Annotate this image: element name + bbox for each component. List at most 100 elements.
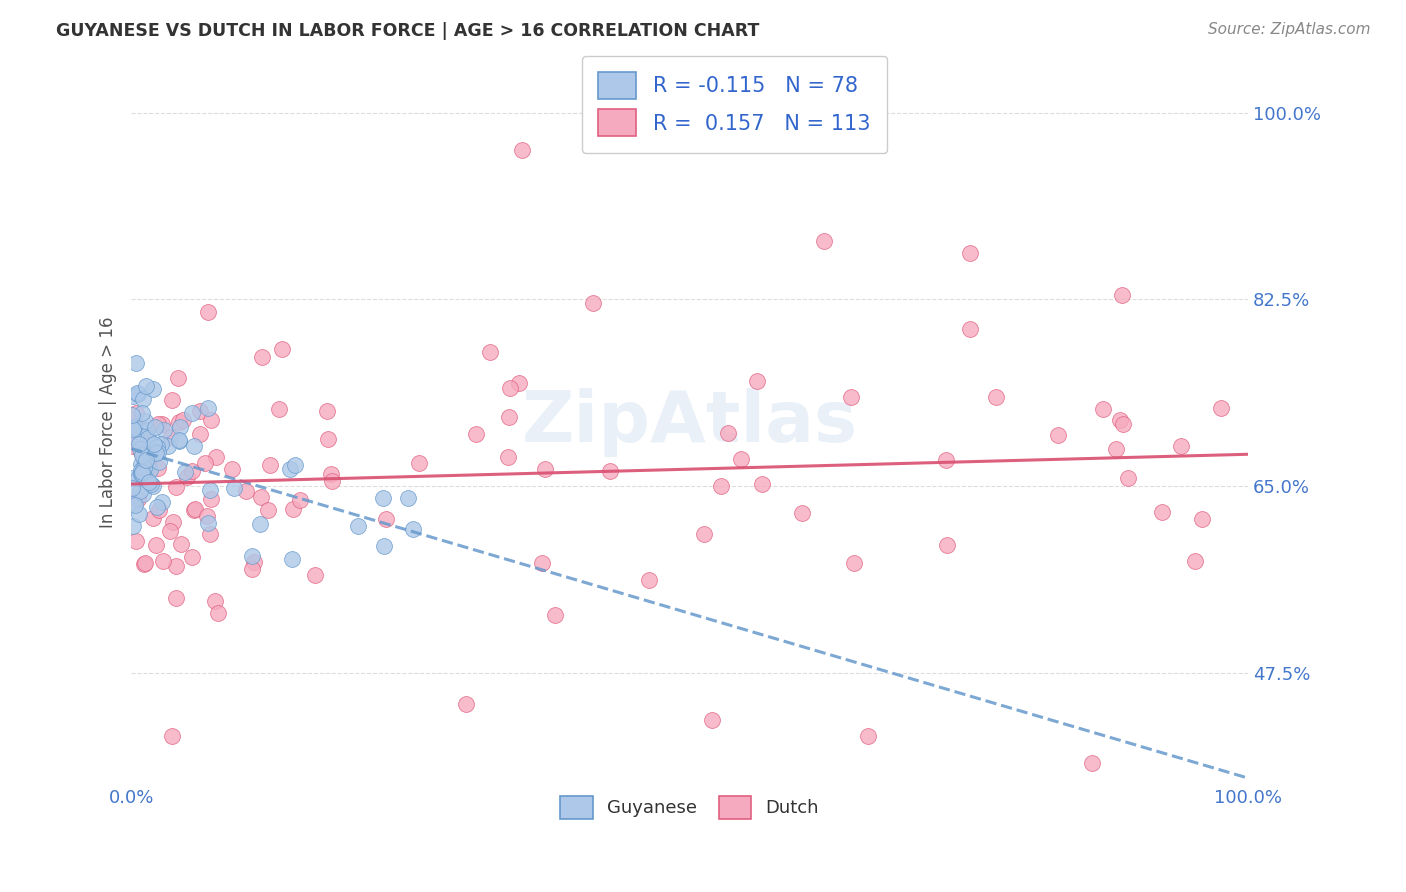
Point [174, 465, 197, 479]
Point [134, 556, 156, 570]
Point [121, 389, 143, 403]
Point [135, 453, 157, 467]
Point [371, 491, 394, 506]
Point [167, 371, 190, 385]
Point [842, 556, 865, 570]
Point [132, 392, 155, 406]
Point [250, 490, 273, 504]
Point [148, 455, 170, 469]
Point [148, 503, 170, 517]
Point [257, 503, 280, 517]
Point [204, 450, 226, 464]
Point [240, 549, 263, 563]
Point [122, 421, 145, 435]
Text: ZipAtlas: ZipAtlas [522, 387, 858, 457]
Point [160, 393, 183, 408]
Point [145, 446, 167, 460]
Point [127, 387, 149, 401]
Point [249, 517, 271, 532]
Point [146, 417, 169, 431]
Point [125, 356, 148, 370]
Point [121, 408, 143, 422]
Point [143, 436, 166, 450]
Point [284, 458, 307, 473]
Point [1191, 512, 1213, 526]
Point [172, 413, 194, 427]
Point [156, 439, 179, 453]
Point [321, 474, 343, 488]
Point [1091, 402, 1114, 417]
Point [129, 457, 152, 471]
Point [132, 461, 155, 475]
Point [134, 414, 156, 428]
Point [478, 344, 501, 359]
Point [638, 573, 661, 587]
Point [456, 698, 478, 712]
Point [1150, 505, 1173, 519]
Point [146, 440, 169, 454]
Point [122, 421, 145, 435]
Point [198, 527, 221, 541]
Point [131, 406, 153, 420]
Text: GUYANESE VS DUTCH IN LABOR FORCE | AGE > 16 CORRELATION CHART: GUYANESE VS DUTCH IN LABOR FORCE | AGE >… [56, 22, 759, 40]
Point [121, 519, 143, 533]
Point [146, 460, 169, 475]
Point [221, 462, 243, 476]
Point [278, 462, 301, 476]
Point [122, 420, 145, 434]
Point [730, 451, 752, 466]
Point [184, 502, 207, 516]
Point [375, 512, 398, 526]
Point [1209, 401, 1232, 416]
Point [936, 538, 959, 552]
Point [131, 465, 153, 479]
Point [129, 483, 152, 498]
Point [1170, 439, 1192, 453]
Point [195, 508, 218, 523]
Point [183, 502, 205, 516]
Point [751, 477, 773, 491]
Text: Source: ZipAtlas.com: Source: ZipAtlas.com [1208, 22, 1371, 37]
Point [243, 555, 266, 569]
Point [138, 475, 160, 490]
Point [180, 406, 202, 420]
Point [197, 304, 219, 318]
Point [1109, 413, 1132, 427]
Point [347, 519, 370, 533]
Point [839, 390, 862, 404]
Point [125, 386, 148, 401]
Point [127, 471, 149, 485]
Point [321, 467, 343, 482]
Point [145, 537, 167, 551]
Point [1105, 442, 1128, 456]
Point [129, 463, 152, 477]
Point [134, 445, 156, 459]
Point [132, 461, 155, 475]
Point [135, 423, 157, 437]
Point [581, 295, 603, 310]
Point [1080, 756, 1102, 771]
Point [134, 458, 156, 473]
Point [121, 471, 143, 485]
Point [717, 425, 740, 440]
Point [316, 403, 339, 417]
Point [160, 430, 183, 444]
Point [1047, 428, 1070, 442]
Point [402, 522, 425, 536]
Point [984, 390, 1007, 404]
Point [160, 730, 183, 744]
Point [127, 491, 149, 506]
Point [121, 496, 143, 510]
Point [124, 498, 146, 512]
Point [304, 567, 326, 582]
Point [136, 456, 159, 470]
Point [496, 450, 519, 465]
Point [170, 537, 193, 551]
Point [165, 559, 187, 574]
Point [180, 464, 202, 478]
Point [396, 491, 419, 506]
Point [149, 437, 172, 451]
Point [141, 477, 163, 491]
Point [271, 343, 294, 357]
Point [373, 539, 395, 553]
